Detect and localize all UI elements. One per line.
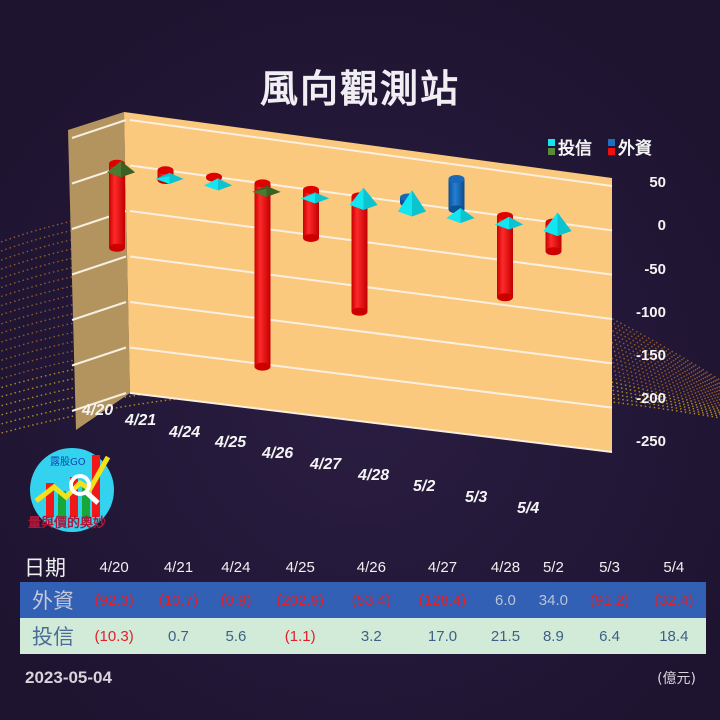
chart-series [107, 159, 572, 371]
table-cell: 3.2 [360, 627, 382, 645]
bar-foreign [351, 192, 368, 316]
brand-logo: 露股GO 量與價的奧妙 [28, 448, 114, 532]
pyramid-trust [398, 190, 426, 217]
pyramid-trust [204, 178, 232, 191]
y-tick: -150 [635, 347, 666, 364]
x-tick: 4/20 [82, 402, 114, 419]
table-date: 4/25 [285, 558, 315, 576]
pyramid-trust [543, 212, 572, 237]
row-label: 外資 [32, 589, 74, 613]
x-tick: 4/25 [215, 434, 247, 451]
table-cell: 5.6 [225, 627, 247, 645]
bar-foreign [448, 175, 465, 214]
chart-side-wall [68, 112, 130, 430]
logo-brand-text: 露股GO [50, 456, 86, 468]
table-cell: 18.4 [659, 627, 689, 645]
table-date: 4/20 [99, 558, 129, 576]
table-date: 4/21 [163, 558, 194, 576]
table-cell: (0.9) [220, 591, 252, 609]
data-table: 日期 4/20 4/21 4/24 4/25 4/26 4/27 4/28 5/… [20, 552, 706, 654]
x-tick: 5/4 [517, 500, 540, 517]
legend-item-trust: 投信 [548, 134, 592, 159]
x-tick: 4/26 [262, 445, 294, 462]
table-cell: (10.3) [94, 627, 134, 645]
table-cell: 6.0 [495, 591, 516, 609]
page-title: 風向觀測站 [259, 67, 460, 111]
pyramid-trust [301, 192, 329, 204]
y-tick: 0 [657, 217, 666, 234]
pyramid-trust [252, 185, 281, 197]
table-row-foreign: 外資 (92.3) (10.7) (0.9) (202.9) (53.4) (1… [20, 582, 706, 618]
y-tick: -200 [635, 390, 666, 407]
x-tick: 4/21 [125, 412, 157, 429]
table-row-trust: 投信 (10.3) 0.7 5.6 (1.1) 3.2 17.0 21.5 8.… [20, 618, 706, 654]
y-tick: 50 [649, 174, 666, 191]
report-date: 2023-05-04 [25, 668, 112, 687]
y-tick: -100 [635, 304, 666, 321]
pyramid-trust [349, 187, 378, 210]
table-cell: (1.1) [284, 627, 316, 645]
y-tick: -50 [644, 261, 666, 278]
table-cell: 34.0 [538, 591, 568, 609]
table-cell: 6.4 [599, 627, 620, 645]
table-date: 4/28 [490, 558, 521, 576]
pyramid-trust [155, 172, 184, 184]
x-tick: 4/27 [310, 456, 342, 473]
x-tick: 4/24 [169, 424, 201, 441]
pyramid-trust [495, 216, 523, 230]
table-cell: 17.0 [427, 627, 458, 645]
x-tick: 4/28 [358, 467, 390, 484]
table-date: 4/27 [427, 558, 458, 576]
table-cell: (32.4) [654, 591, 694, 609]
table-date: 5/3 [599, 558, 620, 576]
chart-back-wall [124, 112, 612, 452]
table-cell: 8.9 [542, 627, 564, 645]
table-date: 4/24 [221, 558, 251, 576]
x-tick: 5/2 [413, 478, 436, 495]
table-cell: (92.3) [94, 591, 134, 609]
table-cell: (91.2) [589, 591, 630, 609]
table-cell: (128.4) [418, 591, 467, 609]
legend-swatch-foreign-icon [608, 138, 615, 156]
legend-swatch-trust-icon [548, 138, 555, 156]
row-label: 投信 [32, 625, 74, 649]
table-cell: 21.5 [490, 627, 521, 645]
legend-item-foreign: 外資 [608, 134, 652, 159]
table-cell: (53.4) [351, 591, 391, 609]
legend-label: 投信 [558, 139, 592, 159]
pyramid-trust [107, 161, 135, 178]
unit-label: (億元) [657, 671, 696, 687]
table-cell: 0.7 [168, 627, 189, 645]
bar-foreign [254, 179, 271, 371]
chart-legend: 投信 外資 [548, 134, 652, 159]
table-cell: (202.9) [276, 591, 324, 609]
table-header-label: 日期 [24, 556, 66, 580]
legend-label: 外資 [618, 139, 652, 159]
y-tick: -250 [635, 433, 666, 450]
table-date: 5/2 [542, 558, 564, 576]
table-date: 5/4 [663, 558, 685, 576]
table-header-row: 日期 4/20 4/21 4/24 4/25 4/26 4/27 4/28 5/… [20, 552, 706, 582]
logo-caption-text: 量與價的奧妙 [28, 515, 106, 531]
bar-foreign [109, 159, 125, 252]
x-tick: 5/3 [465, 489, 488, 506]
table-date: 4/26 [356, 558, 386, 576]
pyramid-trust [446, 207, 475, 223]
table-cell: (10.7) [158, 591, 199, 609]
